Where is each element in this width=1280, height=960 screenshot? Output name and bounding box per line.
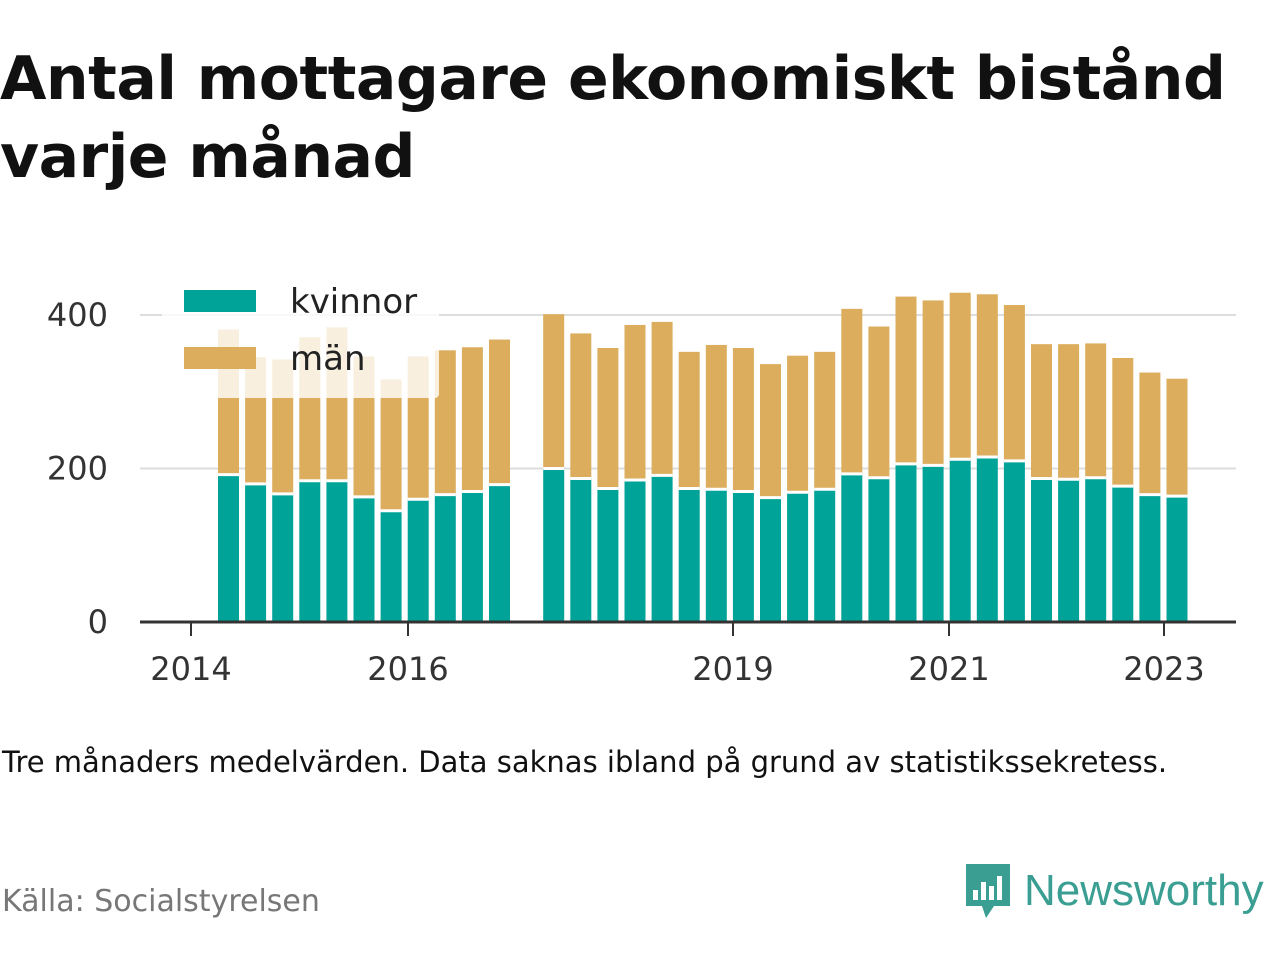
- bar-kvinnor: [841, 473, 863, 622]
- bar-kvinnor: [407, 499, 429, 622]
- bar-man: [814, 351, 836, 490]
- brand-logo: Newsworthy: [962, 860, 1264, 922]
- y-tick-label: 0: [88, 603, 108, 641]
- legend-swatch: [184, 347, 256, 369]
- bar-man: [841, 308, 863, 474]
- bar-man: [705, 344, 727, 490]
- brand-name: Newsworthy: [1024, 866, 1264, 915]
- bar-man: [1085, 343, 1107, 478]
- y-tick-label: 200: [47, 450, 108, 488]
- bar-man: [1139, 372, 1161, 495]
- bar-kvinnor: [597, 488, 619, 622]
- bar-man: [624, 324, 646, 481]
- bar-kvinnor: [353, 496, 375, 622]
- source-text: Källa: Socialstyrelsen: [2, 884, 320, 919]
- bar-kvinnor: [1031, 478, 1052, 622]
- axes: 2014 2016 2019 2021 2023: [140, 620, 1236, 688]
- bar-kvinnor: [624, 480, 646, 622]
- bar-man: [1003, 305, 1025, 461]
- bar-kvinnor: [570, 478, 592, 622]
- bar-kvinnor: [732, 491, 754, 622]
- bar-kvinnor: [949, 459, 971, 622]
- bar-kvinnor: [760, 497, 781, 622]
- bar-kvinnor: [678, 488, 700, 622]
- bar-man: [1166, 378, 1188, 497]
- bar-kvinnor: [868, 477, 890, 622]
- bar-man: [732, 348, 754, 492]
- bar-man: [597, 348, 619, 489]
- bar-kvinnor: [1139, 494, 1161, 622]
- bar-man: [1031, 344, 1052, 479]
- bar-kvinnor: [895, 463, 917, 622]
- x-tick-label: 2016: [367, 650, 448, 688]
- bar-kvinnor: [1166, 496, 1188, 622]
- bar-kvinnor: [299, 480, 321, 622]
- bar-kvinnor: [705, 489, 727, 622]
- x-tick-label: 2019: [692, 650, 773, 688]
- bar-kvinnor: [976, 456, 998, 622]
- bar-man: [922, 300, 944, 466]
- bar-man: [1112, 357, 1134, 487]
- bar-man: [678, 351, 700, 489]
- bar-kvinnor: [434, 494, 456, 622]
- legend-swatch: [184, 290, 256, 312]
- bar-man: [651, 321, 673, 476]
- bar-kvinnor: [787, 492, 809, 622]
- bar-man: [895, 296, 917, 464]
- bars: [218, 292, 1188, 622]
- bar-kvinnor: [1112, 486, 1134, 622]
- legend-label: kvinnor: [290, 282, 417, 322]
- bar-kvinnor: [543, 468, 565, 622]
- bar-kvinnor: [272, 493, 294, 622]
- bar-man: [1058, 344, 1080, 480]
- x-tick-label: 2014: [150, 650, 231, 688]
- bar-kvinnor: [814, 489, 836, 622]
- bar-kvinnor: [1058, 479, 1080, 622]
- chart-title: Antal mottagare ekonomiskt bistånd varje…: [0, 44, 1226, 192]
- bar-man: [461, 347, 483, 492]
- bar-kvinnor: [489, 484, 510, 622]
- chart-note: Tre månaders medelvärden. Data saknas ib…: [2, 745, 1168, 779]
- legend-label: män: [290, 339, 366, 379]
- bar-man: [760, 364, 781, 498]
- bar-man: [868, 326, 890, 478]
- bar-man: [543, 314, 565, 469]
- bar-man: [380, 379, 402, 511]
- bar-kvinnor: [218, 474, 239, 622]
- bar-kvinnor: [380, 510, 402, 622]
- bar-kvinnor: [326, 480, 348, 622]
- bar-man: [949, 292, 971, 460]
- bar-man: [976, 294, 998, 457]
- bar-kvinnor: [922, 465, 944, 622]
- bar-man: [570, 333, 592, 479]
- newsworthy-logo-icon: [966, 864, 1010, 918]
- bar-kvinnor: [1085, 477, 1107, 622]
- bar-man: [489, 339, 510, 485]
- bar-kvinnor: [651, 475, 673, 622]
- bar-kvinnor: [1003, 460, 1025, 622]
- bar-kvinnor: [245, 483, 267, 622]
- legend: kvinnor män: [162, 282, 439, 398]
- stacked-bar-chart: 0 200 400 2014 2016 2019 2021 2023 kvinnor män: [47, 282, 1236, 688]
- bar-man: [434, 350, 456, 495]
- bar-kvinnor: [461, 491, 483, 622]
- x-tick-label: 2023: [1123, 650, 1204, 688]
- bar-man: [787, 355, 809, 493]
- y-tick-label: 400: [47, 296, 108, 334]
- x-tick-label: 2021: [908, 650, 989, 688]
